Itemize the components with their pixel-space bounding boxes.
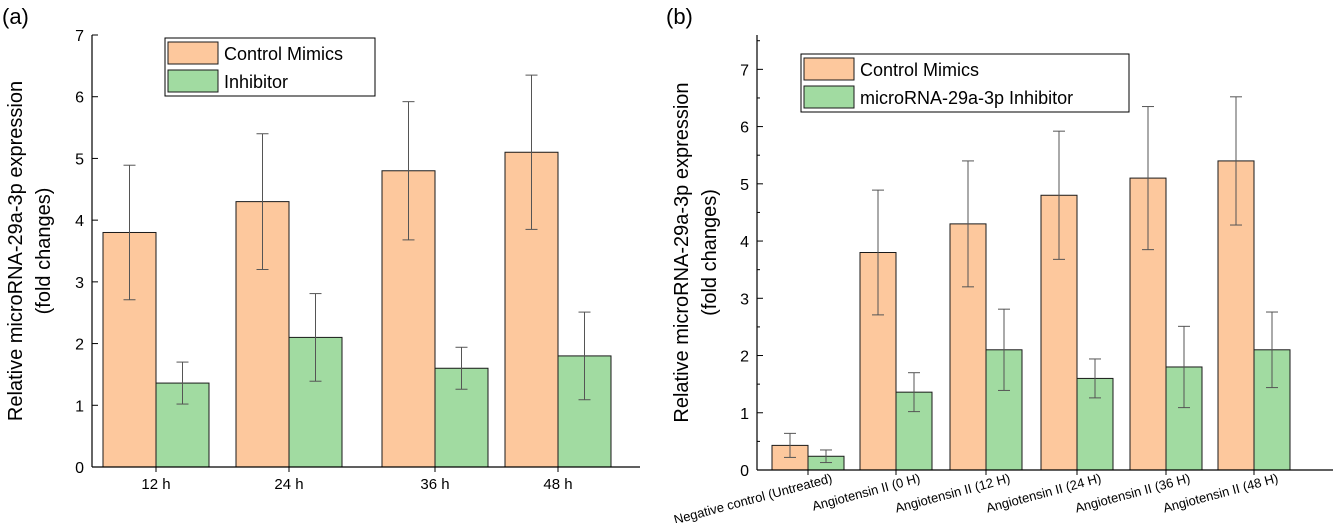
- y-tick-label: 6: [75, 90, 84, 107]
- legend-label-control: Control Mimics: [860, 60, 979, 80]
- y-tick-label: 7: [740, 62, 749, 79]
- x-tick-label: 36 h: [420, 476, 449, 493]
- x-tick-label: Negative control (Untreated): [672, 470, 834, 523]
- y-tick-label: 4: [75, 213, 84, 230]
- y-axis-title: Relative microRNA-29a-3p expression: [671, 82, 693, 422]
- y-tick-label: 0: [740, 463, 749, 480]
- legend-swatch-inhibitor: [803, 85, 855, 109]
- y-tick-label: 1: [75, 398, 84, 415]
- y-tick-label: 5: [740, 177, 749, 194]
- legend-box: [800, 53, 1130, 113]
- legend-label-inhibitor: Inhibitor: [224, 72, 288, 92]
- legend: Control Mimics Inhibitor: [164, 37, 376, 97]
- y-tick-label: 3: [75, 275, 84, 292]
- bar-control: [859, 252, 897, 471]
- chart-panel-a: (a) Relative microRNA-29a-3p expression (f…: [2, 4, 640, 493]
- y-tick-label: 2: [75, 337, 84, 354]
- panel-label: (a): [2, 4, 29, 29]
- legend-label-control: Control Mimics: [224, 44, 343, 64]
- legend-swatch-control: [167, 41, 219, 65]
- y-tick-label: 6: [740, 120, 749, 137]
- legend-label-inhibitor: microRNA-29a-3p Inhibitor: [860, 88, 1073, 108]
- legend-swatch-inhibitor: [167, 69, 219, 93]
- legend-swatch-control: [803, 57, 855, 81]
- y-axis-subtitle: (fold changes): [699, 189, 721, 316]
- y-axis-title: Relative microRNA-29a-3p expression: [5, 81, 27, 421]
- y-axis-subtitle: (fold changes): [33, 188, 55, 315]
- x-tick-label: 48 h: [543, 476, 572, 493]
- y-tick-label: 1: [740, 406, 749, 423]
- x-tick-label: 12 h: [141, 476, 170, 493]
- chart-panel-b: (b) Relative microRNA-29a-3p expression (f…: [666, 4, 1333, 523]
- y-tick-label: 4: [740, 234, 749, 251]
- panel-label: (b): [666, 4, 693, 29]
- y-tick-label: 7: [75, 28, 84, 45]
- legend: Control Mimics microRNA-29a-3p Inhibitor: [800, 53, 1130, 113]
- y-tick-label: 2: [740, 349, 749, 366]
- y-tick-label: 0: [75, 460, 84, 477]
- x-tick-label: 24 h: [274, 476, 303, 493]
- y-tick-label: 5: [75, 151, 84, 168]
- y-tick-label: 3: [740, 291, 749, 308]
